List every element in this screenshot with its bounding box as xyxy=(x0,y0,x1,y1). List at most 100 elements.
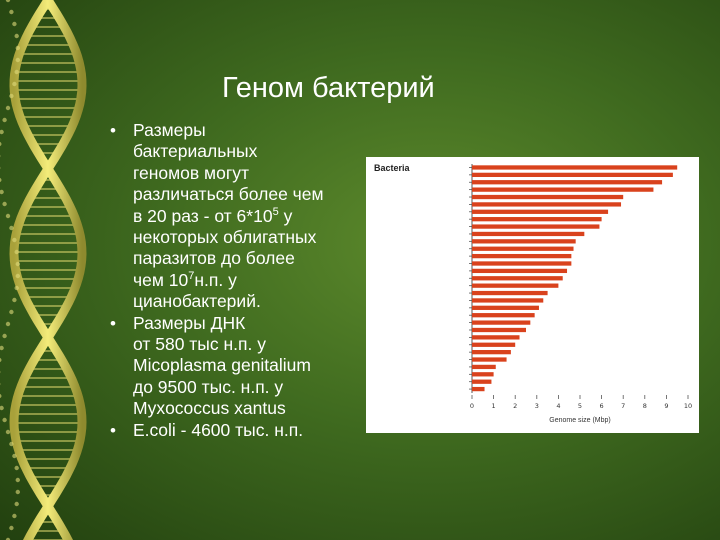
bar xyxy=(472,187,654,192)
bar xyxy=(472,364,496,370)
bar xyxy=(472,350,511,355)
dna-bead xyxy=(15,489,20,495)
dna-bead xyxy=(15,261,20,267)
bar xyxy=(472,239,576,244)
dna-bead xyxy=(9,225,14,231)
dna-bead xyxy=(14,501,19,507)
bar xyxy=(472,298,544,303)
x-tick-label: 3 xyxy=(535,402,539,410)
chart-title: Bacteria xyxy=(374,163,411,173)
dna-bead xyxy=(0,345,4,351)
bar xyxy=(472,276,563,281)
bullet-line: чем 107н.п. у xyxy=(133,270,358,291)
bar xyxy=(472,194,624,200)
dna-bead xyxy=(0,189,4,195)
dna-bead xyxy=(5,0,11,3)
dna-bead xyxy=(2,201,7,207)
dna-bead xyxy=(0,357,2,363)
dna-bead xyxy=(14,33,19,39)
dna-bead xyxy=(9,525,14,531)
bar xyxy=(472,320,531,325)
bar xyxy=(472,202,622,207)
bullet-line-text: н.п. у xyxy=(194,269,237,290)
dna-bead xyxy=(14,69,19,75)
bar xyxy=(472,305,539,310)
bar xyxy=(472,372,494,377)
slide-title: Геном бактерий xyxy=(222,72,435,104)
dna-bead xyxy=(9,9,14,15)
bullet-line: цианобактерий. xyxy=(133,291,261,312)
dna-bead xyxy=(12,453,17,459)
dna-bead xyxy=(5,429,11,435)
bar xyxy=(472,180,663,185)
bullet-line: до 9500 тыс. н.п. у xyxy=(133,376,284,397)
dna-bead xyxy=(9,441,14,447)
bar xyxy=(472,224,600,229)
dna-bead xyxy=(15,45,20,51)
bar xyxy=(472,290,548,296)
bullet-line: в 20 раз - от 6*105 у xyxy=(133,206,358,227)
dna-strand xyxy=(9,0,87,540)
dna-bead xyxy=(12,21,17,27)
dna-bead xyxy=(9,309,14,315)
bar xyxy=(472,261,572,266)
x-tick-label: 7 xyxy=(621,402,625,410)
bar xyxy=(472,231,585,237)
bullet-line: Myxococcus xantus xyxy=(133,398,286,419)
x-tick-label: 9 xyxy=(664,402,668,410)
dna-helix-decoration xyxy=(0,0,87,540)
bar xyxy=(472,165,678,170)
bar xyxy=(472,217,602,222)
x-tick-label: 6 xyxy=(600,402,604,410)
dna-bead xyxy=(12,513,17,519)
bullet-line: Размеры xyxy=(133,120,206,140)
dna-bead xyxy=(9,93,14,99)
dna-bead xyxy=(2,417,7,423)
dna-bead xyxy=(0,129,4,135)
bullet-line: различаться более чем xyxy=(133,184,324,205)
bar xyxy=(472,313,535,318)
bullet-line: от 580 тыс н.п. у xyxy=(133,334,266,355)
dna-bead xyxy=(0,177,2,183)
bar xyxy=(472,283,559,288)
x-tick-label: 1 xyxy=(492,402,496,410)
chart-svg: Bacteria 0 1 2 3 4 5 6 7 8 9 10 Genome size (Mbp) xyxy=(374,163,692,424)
dna-bead xyxy=(15,57,20,63)
bar xyxy=(472,209,609,214)
exponent: 7 xyxy=(188,270,195,283)
bullet-line-text: в 20 раз - от 6*10 xyxy=(133,205,273,226)
dna-bead xyxy=(14,285,19,291)
x-tick-label: 2 xyxy=(513,402,517,410)
bar xyxy=(472,268,568,274)
bar xyxy=(472,379,492,384)
dna-bead xyxy=(5,321,11,327)
bullet-item: E.coli - 4600 тыс. н.п. xyxy=(108,419,358,442)
bullet-line: бактериальных xyxy=(133,141,258,162)
dna-bead xyxy=(5,213,11,219)
dna-bead xyxy=(14,465,19,471)
dna-bead xyxy=(2,117,7,123)
dna-bead xyxy=(12,81,17,87)
dna-bead xyxy=(12,237,17,243)
bar xyxy=(472,246,574,251)
dna-bead xyxy=(0,141,2,147)
x-tick-label: 4 xyxy=(556,402,560,410)
x-axis-label: Genome size (Mbp) xyxy=(549,417,610,424)
bullet-line: E.coli - 4600 тыс. н.п. xyxy=(133,419,304,440)
bullet-line: паразитов до более xyxy=(133,248,295,269)
bar xyxy=(472,335,520,340)
bar xyxy=(472,342,516,347)
dna-bead xyxy=(15,273,20,279)
bar xyxy=(472,172,673,177)
bullet-line-text: у xyxy=(278,205,293,226)
dna-bead xyxy=(2,333,7,339)
dna-bead xyxy=(15,477,20,483)
bullet-line: Micoplasma genitalium xyxy=(133,355,311,376)
x-tick-label: 8 xyxy=(643,402,647,410)
bullet-line: Размеры ДНК xyxy=(133,312,246,333)
x-tick-label: 10 xyxy=(684,402,692,410)
dna-bead xyxy=(5,537,11,540)
dna-bead xyxy=(0,405,4,411)
